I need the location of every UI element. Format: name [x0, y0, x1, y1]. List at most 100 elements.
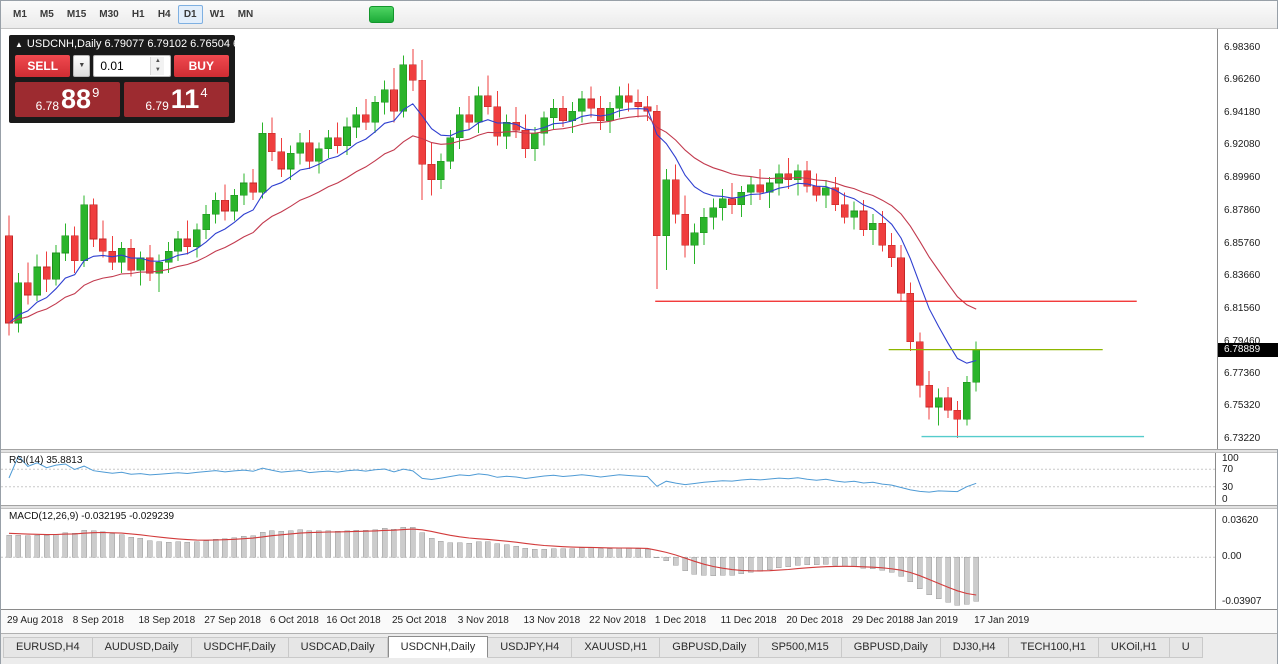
- volume-spinner-up-icon[interactable]: ▲: [151, 57, 165, 66]
- buy-button[interactable]: BUY: [173, 55, 230, 77]
- candle-body: [690, 232, 699, 246]
- candle-body: [878, 223, 887, 246]
- macd-bar: [813, 556, 820, 566]
- macd-bar: [109, 533, 116, 558]
- candle-body: [897, 257, 905, 294]
- candle-body: [596, 108, 605, 122]
- candle-body: [737, 192, 746, 206]
- macd-bar: [926, 556, 932, 596]
- candle-body: [559, 108, 567, 122]
- green-status-icon[interactable]: [369, 6, 394, 23]
- macd-bar: [757, 556, 763, 572]
- candle-body: [624, 95, 633, 103]
- chart-tab-usdcad-daily[interactable]: USDCAD,Daily: [288, 637, 388, 658]
- macd-bar: [719, 556, 726, 576]
- chart-tab-xauusd-h1[interactable]: XAUUSD,H1: [572, 637, 661, 658]
- chart-tab-ukoil-h1[interactable]: UKOil,H1: [1098, 637, 1170, 658]
- buy-price-display[interactable]: 6.79 11 4: [124, 82, 229, 117]
- date-axis-label: 22 Nov 2018: [589, 615, 646, 626]
- pane-splitter[interactable]: [1, 449, 1277, 453]
- timeframe-button-h4[interactable]: H4: [157, 9, 171, 20]
- chart-tabs-bar: EURUSD,H4 AUDUSD,Daily USDCHF,Daily USDCAD,…: [1, 633, 1277, 664]
- price-axis[interactable]: 6.98360 6.96260 6.94180 6.92080 6.89960 6.878…: [1217, 29, 1278, 449]
- chart-tab-audusd-daily[interactable]: AUDUSD,Daily: [92, 637, 192, 658]
- candle-body: [700, 216, 708, 234]
- timeframe-button-m5[interactable]: M5: [39, 9, 54, 20]
- timeframe-toolbar: M1 M5 M15 M30 H1 H4 D1 W1 MN: [1, 1, 1277, 29]
- timeframe-button-m30[interactable]: M30: [99, 9, 119, 20]
- macd-bar: [147, 540, 153, 558]
- candle-body: [221, 199, 229, 212]
- date-axis-label: 1 Dec 2018: [654, 615, 707, 626]
- sell-button[interactable]: SELL: [15, 55, 71, 77]
- candle-body: [756, 184, 765, 193]
- macd-canvas[interactable]: [1, 509, 1217, 609]
- macd-bar: [654, 556, 660, 559]
- macd-bar: [71, 532, 78, 558]
- macd-signal-line: [8, 528, 977, 596]
- candle-body: [944, 397, 952, 411]
- price-axis-label: 6.89960: [1224, 172, 1261, 184]
- macd-bar: [53, 534, 59, 558]
- timeframe-button-h1[interactable]: H1: [131, 9, 145, 20]
- candle-body: [202, 213, 210, 230]
- chart-region: ▲ USDCNH,Daily 6.79077 6.79102 6.76504 6.…: [1, 29, 1278, 449]
- pane-splitter[interactable]: [1, 505, 1277, 509]
- chart-tab-usdchf-daily[interactable]: USDCHF,Daily: [191, 637, 289, 658]
- candle-body: [906, 293, 915, 342]
- date-axis-label: 20 Dec 2018: [786, 615, 844, 626]
- timeframe-button-mn[interactable]: MN: [237, 9, 254, 20]
- macd-bar: [165, 541, 172, 558]
- rsi-canvas[interactable]: [1, 453, 1217, 505]
- candle-body: [14, 282, 23, 324]
- price-chart-canvas[interactable]: [1, 29, 1217, 449]
- volume-input[interactable]: [94, 59, 151, 73]
- chart-tab-tech100-h1[interactable]: TECH100,H1: [1008, 637, 1099, 658]
- date-axis-label: 13 Nov 2018: [523, 615, 581, 626]
- candles-group: [5, 49, 980, 439]
- macd-bar: [522, 548, 529, 558]
- chart-tab-usdjpy-h4[interactable]: USDJPY,H4: [488, 637, 573, 658]
- macd-bar: [363, 530, 369, 558]
- candle-body: [296, 142, 304, 154]
- chart-tab-gbpusd-daily[interactable]: GBPUSD,Daily: [841, 637, 941, 658]
- buy-price-prefix: 6.79: [145, 99, 169, 113]
- macd-bar: [222, 538, 228, 558]
- timeframe-button-w1[interactable]: W1: [209, 9, 225, 20]
- timeframe-button-group: M1 M5 M15 M30 H1 H4 D1 W1 MN: [7, 5, 260, 24]
- macd-bar: [43, 535, 50, 558]
- macd-bar: [588, 547, 594, 558]
- date-axis[interactable]: 29 Aug 2018 8 Sep 2018 18 Sep 2018 27 Sep 2…: [1, 609, 1277, 633]
- timeframe-button-m15[interactable]: M15: [66, 9, 87, 20]
- rsi-axis-label: 70: [1222, 464, 1234, 476]
- candle-body: [437, 160, 445, 181]
- macd-bar: [973, 556, 979, 602]
- candle-body: [61, 235, 70, 254]
- chart-tab-dj30-h4[interactable]: DJ30,H4: [940, 637, 1009, 658]
- collapse-arrow-icon[interactable]: ▲: [15, 40, 23, 49]
- macd-bar: [851, 556, 857, 568]
- macd-bar: [428, 537, 435, 558]
- timeframe-button-m1[interactable]: M1: [13, 9, 27, 20]
- volume-dropdown-button[interactable]: ▼: [73, 55, 91, 77]
- current-price-tag: 6.78889: [1218, 342, 1278, 357]
- macd-bar: [372, 529, 378, 558]
- candle-body: [634, 101, 642, 108]
- buy-price-sup: 4: [200, 85, 208, 100]
- candle-body: [831, 187, 840, 206]
- timeframe-button-d1[interactable]: D1: [177, 5, 203, 24]
- chart-tab-usdcnh-daily[interactable]: USDCNH,Daily: [387, 636, 489, 658]
- sell-price-display[interactable]: 6.78 88 9: [15, 82, 120, 117]
- macd-bar: [513, 545, 519, 558]
- chart-tab-gbpusd-daily[interactable]: GBPUSD,Daily: [660, 637, 760, 658]
- candle-body: [362, 114, 370, 123]
- macd-bar: [175, 541, 181, 558]
- macd-bar: [532, 549, 538, 558]
- candle-body: [352, 114, 361, 128]
- chart-tab-sp500-m15[interactable]: SP500,M15: [759, 637, 842, 658]
- chart-tab-eurusd-h4[interactable]: EURUSD,H4: [3, 637, 93, 658]
- volume-spinner-down-icon[interactable]: ▼: [151, 66, 165, 75]
- chart-tab-u[interactable]: U: [1169, 637, 1203, 658]
- macd-bar: [447, 542, 454, 558]
- candle-body: [42, 266, 51, 280]
